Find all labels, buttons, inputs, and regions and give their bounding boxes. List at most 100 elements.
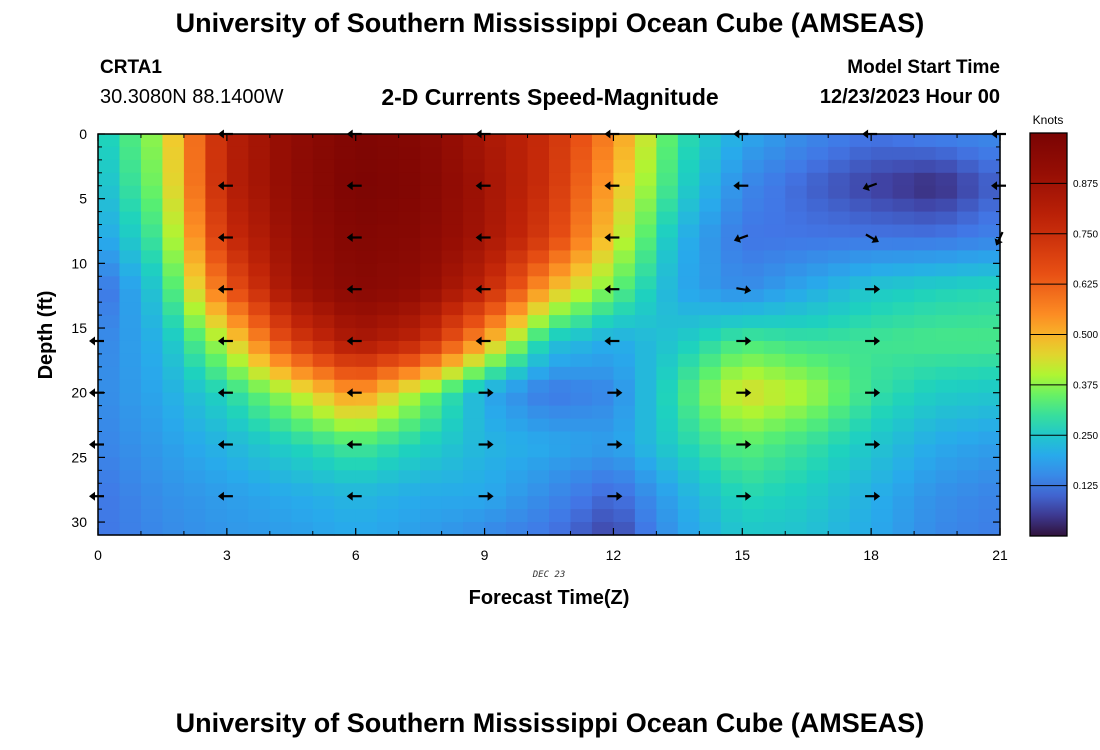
heatmap-cell <box>699 405 722 420</box>
heatmap-cell <box>871 405 894 420</box>
heatmap-cell <box>656 470 679 484</box>
heatmap-cell <box>291 289 314 303</box>
heatmap-cell <box>720 470 743 484</box>
heatmap-cell <box>119 289 142 303</box>
heatmap-cell <box>312 353 335 368</box>
heatmap-cell <box>506 353 529 368</box>
heatmap-cell <box>634 522 657 536</box>
heatmap-cell <box>441 418 464 433</box>
heatmap-cell <box>312 483 335 497</box>
heatmap-cell <box>634 289 657 303</box>
heatmap-cell <box>806 366 829 381</box>
heatmap-cell <box>527 340 550 355</box>
heatmap-cell <box>699 276 722 290</box>
heatmap-cell <box>463 237 486 252</box>
heatmap-cell <box>269 470 292 484</box>
heatmap-cell <box>914 470 937 484</box>
heatmap-cell <box>978 250 1001 264</box>
heatmap-cell <box>162 444 185 458</box>
heatmap-cell <box>226 509 249 523</box>
heatmap-cell <box>312 276 335 290</box>
heatmap-cell <box>634 431 657 446</box>
heatmap-cell <box>978 405 1001 420</box>
heatmap-cell <box>763 483 786 497</box>
heatmap-cell <box>312 263 335 277</box>
heatmap-cell <box>334 302 357 316</box>
heatmap-cell <box>269 302 292 316</box>
heatmap-cell <box>377 224 400 239</box>
heatmap-cell <box>183 418 206 433</box>
heatmap-cell <box>892 224 915 239</box>
heatmap-cell <box>506 146 529 161</box>
heatmap-cell <box>119 353 142 368</box>
heatmap-cell <box>613 211 636 226</box>
heatmap-cell <box>334 496 357 510</box>
heatmap-cell <box>398 522 421 536</box>
heatmap-cell <box>420 392 443 407</box>
heatmap-cell <box>377 211 400 226</box>
heatmap-cell <box>420 457 443 471</box>
heatmap-cell <box>785 470 808 484</box>
heatmap-cell <box>871 315 894 329</box>
heatmap-cell <box>549 159 572 174</box>
heatmap-cell <box>634 224 657 239</box>
heatmap-cell <box>871 263 894 277</box>
heatmap-cell <box>806 483 829 497</box>
y-tick-label: 0 <box>79 126 87 142</box>
heatmap-cell <box>828 457 851 471</box>
heatmap-cell <box>463 522 486 536</box>
heatmap-cell <box>742 276 765 290</box>
heatmap-cell <box>334 444 357 458</box>
heatmap-cell <box>420 366 443 381</box>
heatmap-cell <box>119 496 142 510</box>
heatmap-cell <box>785 496 808 510</box>
heatmap-cell <box>763 418 786 433</box>
heatmap-cell <box>140 340 164 355</box>
heatmap-cell <box>183 237 206 252</box>
heatmap-cell <box>613 522 636 536</box>
heatmap-cell <box>98 496 121 510</box>
heatmap-cell <box>957 146 980 161</box>
heatmap-cell <box>140 250 164 264</box>
heatmap-cell <box>140 211 164 226</box>
heatmap-cell <box>892 302 915 316</box>
heatmap-cell <box>355 134 378 148</box>
heatmap-cell <box>699 211 722 226</box>
heatmap-cell <box>226 315 249 329</box>
heatmap-cell <box>312 340 335 355</box>
heatmap-cell <box>849 328 872 342</box>
heatmap-cell <box>463 340 486 355</box>
heatmap-cell <box>570 496 593 510</box>
heatmap-cell <box>355 302 378 316</box>
heatmap-cell <box>312 302 335 316</box>
colorbar-tick-label: 0.875 <box>1073 179 1098 190</box>
heatmap-cell <box>742 431 765 446</box>
heatmap-cell <box>269 185 292 200</box>
heatmap-cell <box>570 522 593 536</box>
heatmap-cell <box>763 159 786 174</box>
heatmap-cell <box>613 340 636 355</box>
heatmap-cell <box>828 328 851 342</box>
heatmap-cell <box>162 250 185 264</box>
heatmap-cell <box>140 392 164 407</box>
heatmap-cell <box>957 431 980 446</box>
heatmap-cell <box>291 483 314 497</box>
heatmap-cell <box>763 470 786 484</box>
heatmap-cell <box>549 509 572 523</box>
heatmap-cell <box>205 289 228 303</box>
heatmap-cell <box>484 522 507 536</box>
heatmap-cell <box>98 134 121 148</box>
heatmap-cell <box>420 211 443 226</box>
heatmap-cell <box>527 353 550 368</box>
heatmap-cell <box>205 379 228 394</box>
heatmap-cell <box>420 134 443 148</box>
heatmap-cell <box>720 379 743 394</box>
heatmap-cell <box>334 263 357 277</box>
heatmap-cell <box>613 470 636 484</box>
arrow-head <box>604 284 611 294</box>
heatmap-cell <box>806 185 829 200</box>
heatmap-cell <box>914 431 937 446</box>
heatmap-cell <box>162 198 185 213</box>
heatmap-cell <box>291 263 314 277</box>
heatmap-cell <box>291 379 314 394</box>
